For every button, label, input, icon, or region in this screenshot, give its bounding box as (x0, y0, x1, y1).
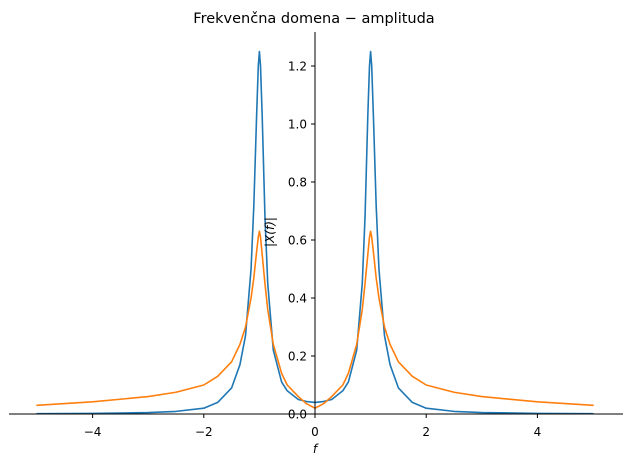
x-tick-label: −4 (84, 425, 102, 439)
y-tick-label: 1.2 (288, 60, 307, 74)
y-axis-label: |X(f)| (263, 217, 277, 247)
y-tick-label: 0.4 (288, 292, 307, 306)
axes-layer: −4 −2 0 2 4 0.0 0.2 0.4 0.6 0.8 1.0 1.2 (9, 32, 623, 439)
x-tick-label: 4 (534, 425, 542, 439)
y-tick-label: 0.2 (288, 350, 307, 364)
y-tick-label: 0.6 (288, 234, 307, 248)
x-tick-label: 2 (422, 425, 430, 439)
x-axis-label: f (313, 442, 319, 456)
y-tick-label: 0.0 (288, 408, 307, 422)
chart-title: Frekvenčna domena − amplituda (193, 11, 434, 27)
y-tick-label: 0.8 (288, 176, 307, 190)
x-tick-label: 0 (311, 425, 319, 439)
y-tick-label: 1.0 (288, 118, 307, 132)
x-tick-label: −2 (195, 425, 213, 439)
